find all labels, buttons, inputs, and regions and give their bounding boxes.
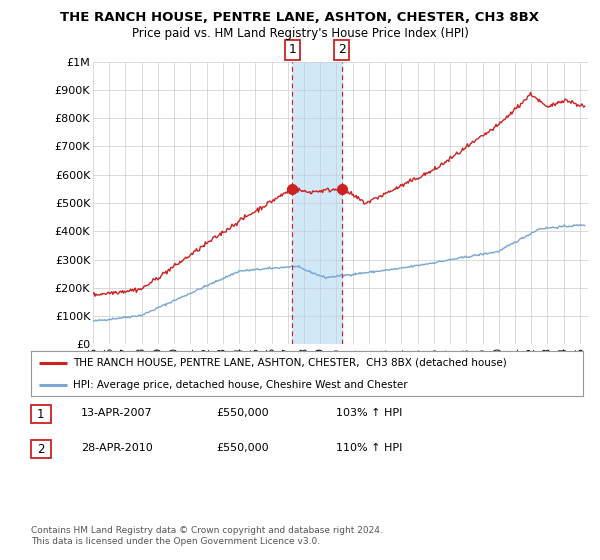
Text: 103% ↑ HPI: 103% ↑ HPI bbox=[336, 408, 403, 418]
FancyBboxPatch shape bbox=[31, 405, 50, 423]
Text: 2: 2 bbox=[338, 43, 346, 56]
Text: 28-APR-2010: 28-APR-2010 bbox=[81, 443, 153, 453]
FancyBboxPatch shape bbox=[31, 440, 50, 458]
Text: 1: 1 bbox=[37, 408, 44, 421]
Text: Price paid vs. HM Land Registry's House Price Index (HPI): Price paid vs. HM Land Registry's House … bbox=[131, 27, 469, 40]
Text: 2: 2 bbox=[37, 442, 44, 456]
Text: HPI: Average price, detached house, Cheshire West and Chester: HPI: Average price, detached house, Ches… bbox=[73, 380, 407, 390]
Text: THE RANCH HOUSE, PENTRE LANE, ASHTON, CHESTER, CH3 8BX: THE RANCH HOUSE, PENTRE LANE, ASHTON, CH… bbox=[61, 11, 539, 24]
Text: 110% ↑ HPI: 110% ↑ HPI bbox=[336, 443, 403, 453]
Text: £550,000: £550,000 bbox=[216, 408, 269, 418]
Text: THE RANCH HOUSE, PENTRE LANE, ASHTON, CHESTER,  CH3 8BX (detached house): THE RANCH HOUSE, PENTRE LANE, ASHTON, CH… bbox=[73, 358, 506, 368]
Text: 1: 1 bbox=[289, 43, 296, 56]
Text: £550,000: £550,000 bbox=[216, 443, 269, 453]
Text: Contains HM Land Registry data © Crown copyright and database right 2024.
This d: Contains HM Land Registry data © Crown c… bbox=[31, 526, 383, 546]
Bar bbox=[292, 62, 341, 344]
Text: 13-APR-2007: 13-APR-2007 bbox=[81, 408, 152, 418]
